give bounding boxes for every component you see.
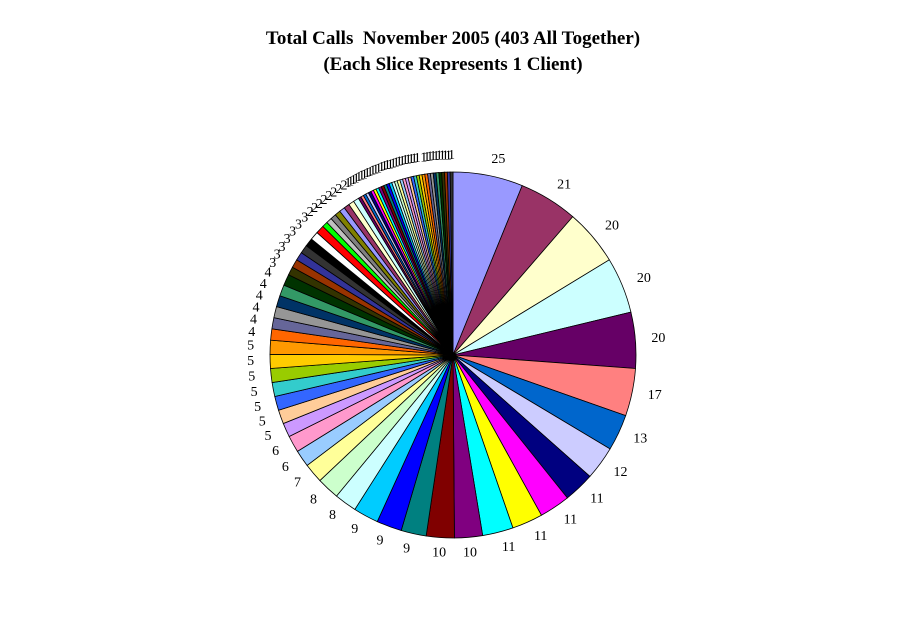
slice-label: 1 xyxy=(350,173,357,188)
slice-label: 4 xyxy=(253,301,260,316)
slice-label: 11 xyxy=(564,513,577,528)
slice-label: 4 xyxy=(260,277,267,292)
slice-label: 1 xyxy=(353,172,360,187)
slice-label: 4 xyxy=(265,266,272,281)
slice-label: 1 xyxy=(411,151,418,166)
slice-label: 4 xyxy=(248,325,255,340)
slice-label: 3 xyxy=(274,248,281,263)
slice-label: 1 xyxy=(347,174,354,189)
slice-label: 20 xyxy=(651,331,665,346)
slice-label: 11 xyxy=(534,529,547,544)
slice-label: 1 xyxy=(433,149,440,164)
slice-label: 10 xyxy=(432,546,446,561)
slice-label: 1 xyxy=(405,153,412,168)
slice-label: 9 xyxy=(351,522,358,537)
slice-label: 1 xyxy=(384,158,391,173)
slice-label: 1 xyxy=(378,160,385,175)
chart-subtitle: (Each Slice Represents 1 Client) xyxy=(323,54,582,75)
slice-label: 1 xyxy=(442,148,449,163)
slice-label: 1 xyxy=(429,149,436,164)
slice-label: 11 xyxy=(502,540,515,555)
slice-label: 1 xyxy=(396,155,403,170)
slice-label: 1 xyxy=(448,148,455,163)
slice-label: 3 xyxy=(301,211,308,226)
slice-label: 4 xyxy=(256,289,263,304)
slice-label: 2 xyxy=(325,189,332,204)
slice-label: 8 xyxy=(329,508,336,523)
slice-label: 1 xyxy=(439,149,446,164)
slice-label: 17 xyxy=(648,388,662,403)
slice-label: 3 xyxy=(278,240,285,255)
slice-label: 25 xyxy=(491,152,505,167)
slice-label: 1 xyxy=(445,148,452,163)
slice-label: 1 xyxy=(358,169,365,184)
slice-label: 1 xyxy=(393,156,400,171)
slice-label: 20 xyxy=(605,219,619,234)
slice-label: 1 xyxy=(420,150,427,165)
slice-label: 1 xyxy=(345,176,352,191)
slice-label: 3 xyxy=(269,256,276,271)
slice-label: 5 xyxy=(265,429,272,444)
slice-label: 21 xyxy=(557,178,571,193)
slice-label: 1 xyxy=(364,166,371,181)
slice-label: 11 xyxy=(590,491,603,506)
slice-label: 2 xyxy=(341,178,348,193)
slice-label: 1 xyxy=(381,159,388,174)
slice-label: 5 xyxy=(247,354,254,369)
slice-label: 2 xyxy=(307,205,314,220)
slice-label: 5 xyxy=(248,370,255,385)
slice-label: 1 xyxy=(361,167,368,182)
slice-label: 8 xyxy=(310,492,317,507)
slice-label: 3 xyxy=(289,225,296,240)
slice-label: 9 xyxy=(376,534,383,549)
slice-label: 9 xyxy=(403,542,410,557)
slice-label: 5 xyxy=(251,385,258,400)
slice-label: 4 xyxy=(250,313,257,328)
slice-label: 1 xyxy=(387,157,394,172)
slice-label: 1 xyxy=(414,151,421,166)
chart-title: Total Calls November 2005 (403 All Toget… xyxy=(266,28,640,49)
slice-label: 1 xyxy=(390,156,397,171)
slice-label: 12 xyxy=(614,465,628,480)
slice-label: 3 xyxy=(284,232,291,247)
slice-label: 6 xyxy=(272,444,279,459)
slice-label: 1 xyxy=(372,162,379,177)
pie-slice xyxy=(449,171,454,356)
slice-label: 5 xyxy=(259,415,266,430)
slice-label: 7 xyxy=(294,476,301,491)
slice-label: 1 xyxy=(408,152,415,167)
slice-label: 5 xyxy=(247,339,254,354)
slice-label: 1 xyxy=(355,170,362,185)
slice-label: 6 xyxy=(282,460,289,475)
slice-label: 1 xyxy=(369,164,376,179)
slice-label: 1 xyxy=(366,165,373,180)
slice-label: 2 xyxy=(311,201,318,216)
slice-label: 1 xyxy=(402,153,409,168)
slice-label: 2 xyxy=(335,182,342,197)
slice-label: 1 xyxy=(399,154,406,169)
slice-label: 13 xyxy=(633,432,647,447)
slice-label: 2 xyxy=(320,193,327,208)
slice-label: 1 xyxy=(436,149,443,164)
slice-label: 20 xyxy=(637,271,651,286)
slice-label: 10 xyxy=(463,545,477,560)
slice-label: 3 xyxy=(295,218,302,233)
slice-label: 1 xyxy=(426,150,433,165)
slice-label: 2 xyxy=(330,185,337,200)
slice-label: 1 xyxy=(423,150,430,165)
slice-label: 5 xyxy=(254,400,261,415)
slice-label: 2 xyxy=(316,197,323,212)
slice-label: 1 xyxy=(375,161,382,176)
